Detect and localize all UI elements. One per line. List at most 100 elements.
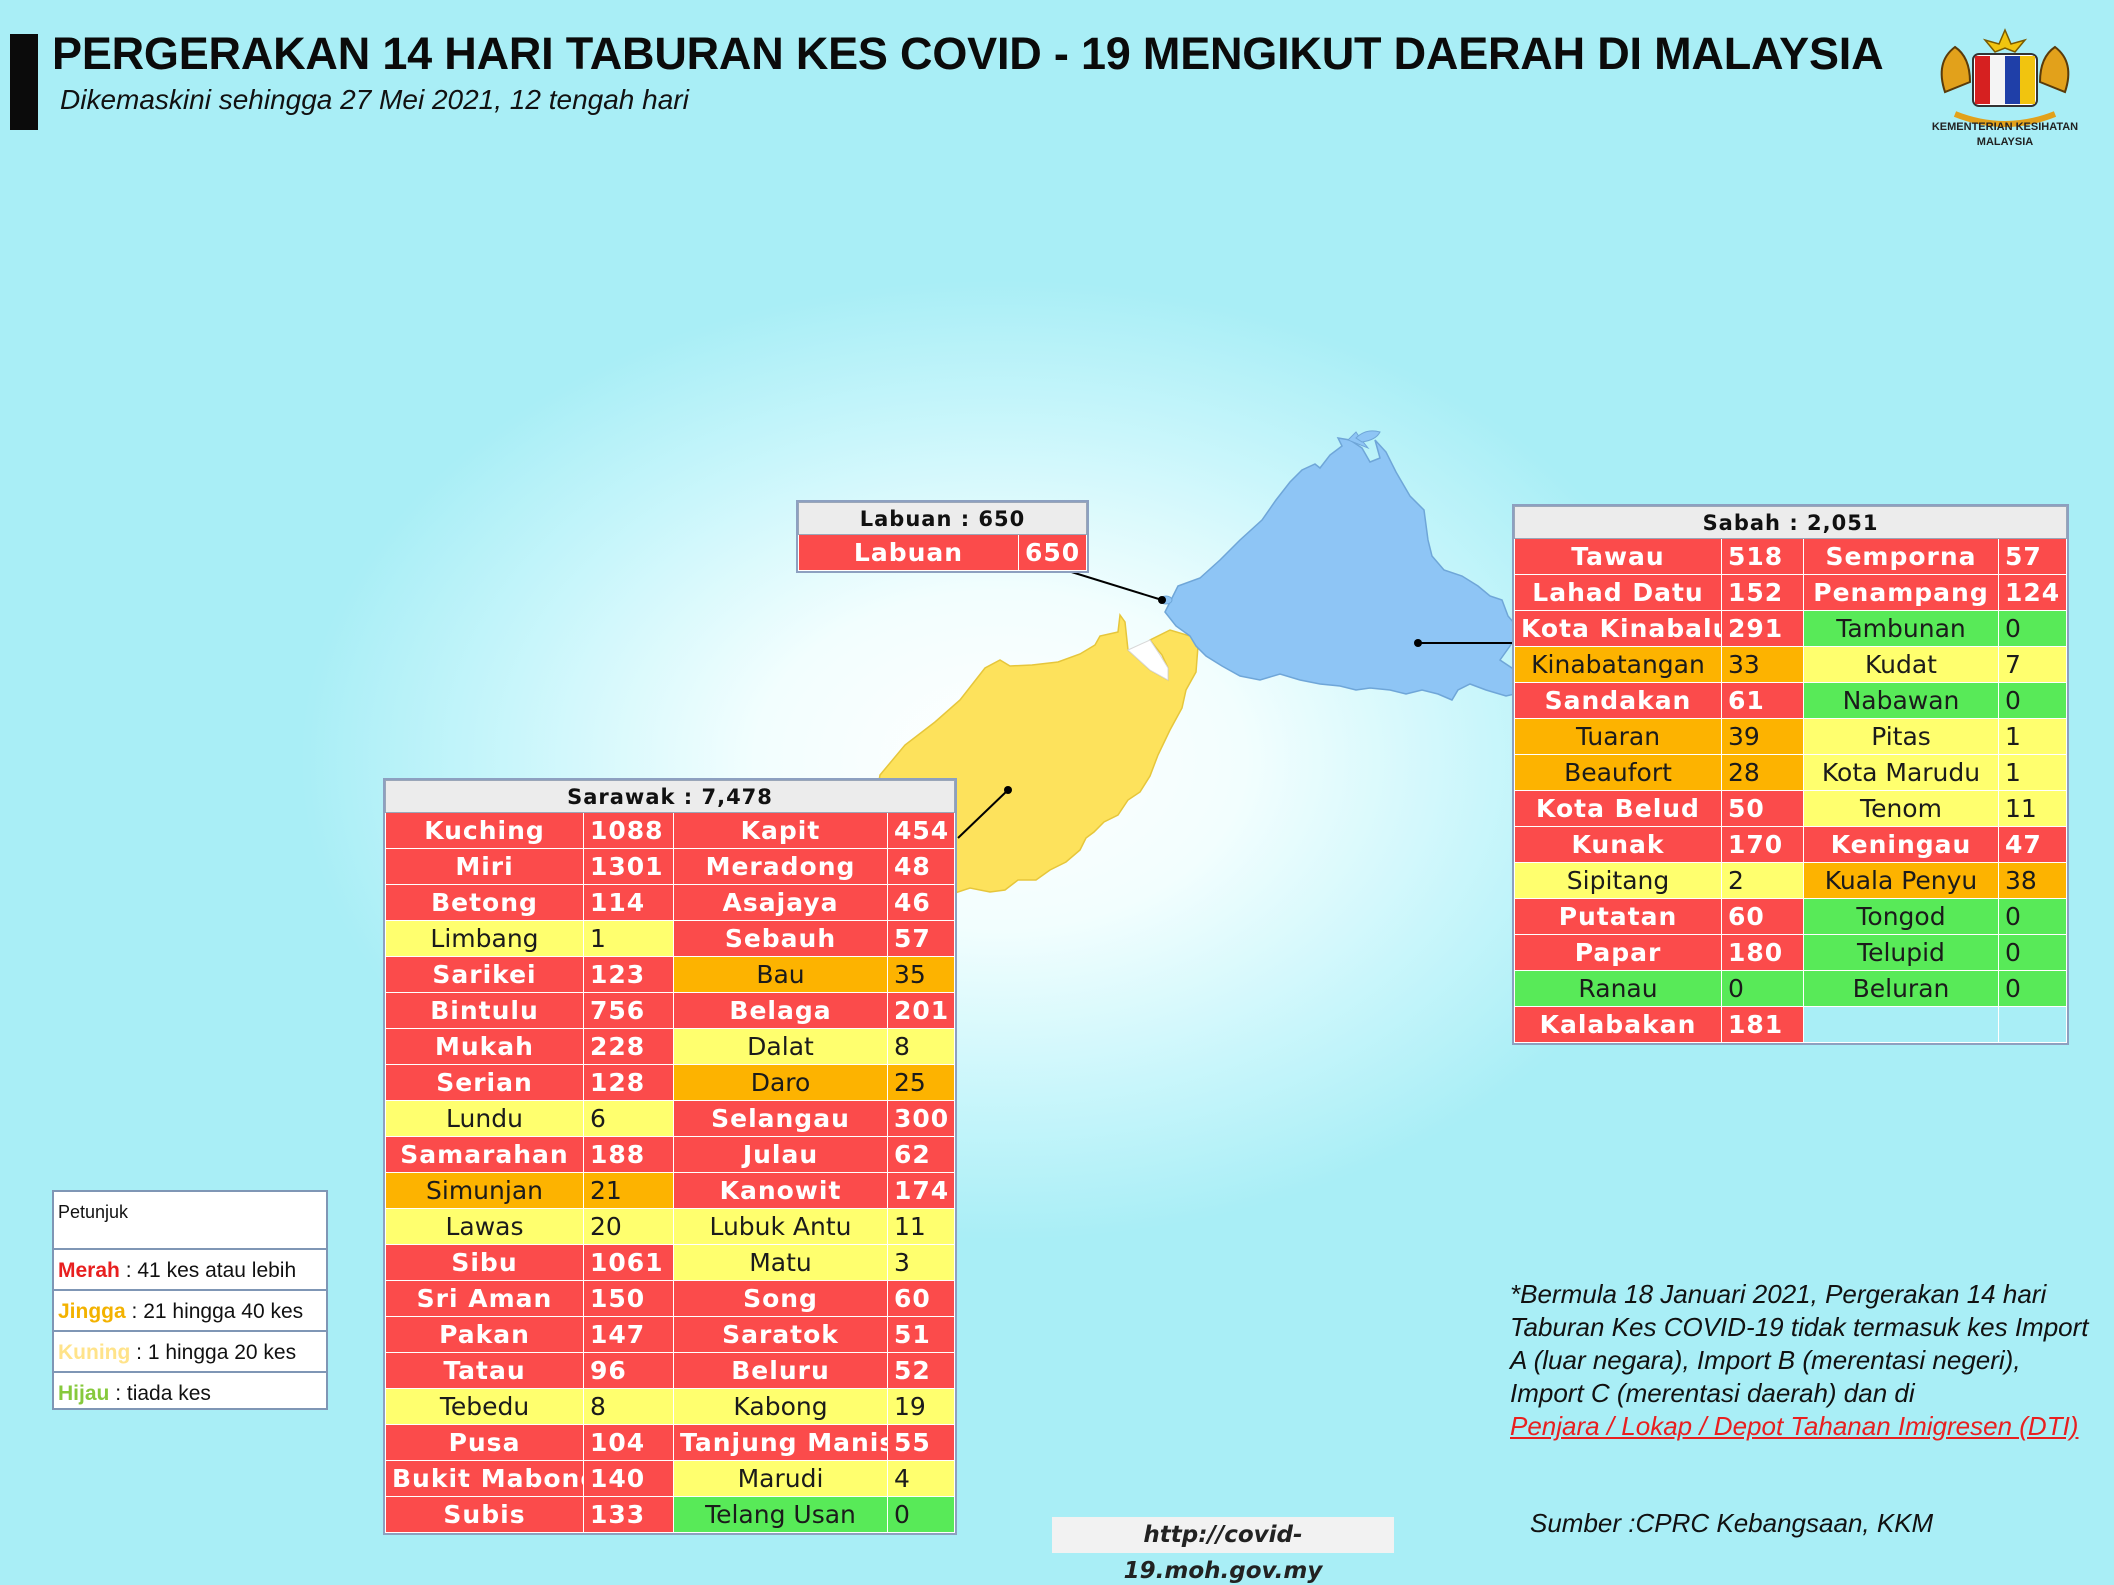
district-name: Tatau	[385, 1352, 584, 1389]
table-row: Serian 128 Daro 25	[385, 1064, 955, 1101]
district-name: Lahad Datu	[1514, 574, 1722, 611]
district-name: Beluran	[1803, 970, 1999, 1007]
banggi-island	[1355, 430, 1381, 443]
legend-text: : 21 hingga 40 kes	[131, 1300, 304, 1323]
district-name: Kuala Penyu	[1803, 862, 1999, 899]
district-name: Kanowit	[673, 1172, 888, 1209]
table-row: Kota Kinabalu 291 Tambunan 0	[1514, 610, 2068, 647]
table-row: Mukah 228 Dalat 8	[385, 1028, 955, 1065]
table-row: Tawau 518 Semporna 57	[1514, 538, 2068, 575]
district-name: Tanjung Manis	[673, 1424, 888, 1461]
district-cases: 181	[1721, 1006, 1804, 1043]
legend-text: : tiada kes	[115, 1382, 211, 1405]
sarawak-pointer-line	[957, 789, 1009, 839]
district-cases: 201	[887, 992, 955, 1029]
district-cases: 128	[583, 1064, 674, 1101]
website-url[interactable]: http://covid-19.moh.gov.my	[1052, 1517, 1394, 1584]
district-cases: 3	[887, 1244, 955, 1281]
labuan-table: Labuan : 650 Labuan 650	[795, 500, 1090, 573]
district-name: Kuching	[385, 812, 584, 849]
district-cases: 20	[583, 1208, 674, 1245]
footnote-text: *Bermula 18 Januari 2021, Pergerakan 14 …	[1510, 1279, 2089, 1408]
district-cases: 51	[887, 1316, 955, 1353]
table-row: Kunak 170 Keningau 47	[1514, 826, 2068, 863]
district-name: Sipitang	[1514, 862, 1722, 899]
district-name: Serian	[385, 1064, 584, 1101]
ministry-logo-text: KEMENTERIAN KESIHATAN MALAYSIA	[1900, 120, 2110, 150]
sarawak-pointer-dot	[1004, 786, 1012, 794]
ministry-crest-icon	[1940, 28, 2070, 127]
district-cases: 756	[583, 992, 674, 1029]
table-row: Sarikei 123 Bau 35	[385, 956, 955, 993]
table-row: Tuaran 39 Pitas 1	[1514, 718, 2068, 755]
table-row: Lundu 6 Selangau 300	[385, 1100, 955, 1137]
district-name: Sarikei	[385, 956, 584, 993]
district-cases: 1088	[583, 812, 674, 849]
district-name: Kota Belud	[1514, 790, 1722, 827]
district-name: Kudat	[1803, 646, 1999, 683]
table-row: Bintulu 756 Belaga 201	[385, 992, 955, 1029]
table-row: Beaufort 28 Kota Marudu 1	[1514, 754, 2068, 791]
sabah-region	[1164, 437, 1542, 701]
district-cases	[1997, 1006, 2068, 1043]
footnote-link[interactable]: Penjara / Lokap / Depot Tahanan Imigrese…	[1510, 1411, 2079, 1441]
district-name: Pusa	[385, 1424, 584, 1461]
district-name: Mukah	[385, 1028, 584, 1065]
brunei-gap	[1127, 639, 1169, 681]
district-name: Kalabakan	[1514, 1006, 1722, 1043]
table-row: Kota Belud 50 Tenom 11	[1514, 790, 2068, 827]
district-name: Subis	[385, 1496, 584, 1533]
district-cases: 180	[1721, 934, 1804, 971]
district-name: Sandakan	[1514, 682, 1722, 719]
district-name: Beaufort	[1514, 754, 1722, 791]
district-name: Bintulu	[385, 992, 584, 1029]
table-row: Pusa 104 Tanjung Manis 55	[385, 1424, 955, 1461]
district-cases: 62	[887, 1136, 955, 1173]
district-name: Lawas	[385, 1208, 584, 1245]
district-cases: 650	[1017, 534, 1088, 571]
district-name: Miri	[385, 848, 584, 885]
district-name: Sibu	[385, 1244, 584, 1281]
legend-key: Jingga	[58, 1300, 126, 1323]
district-cases: 188	[583, 1136, 674, 1173]
district-name: Sebauh	[673, 920, 888, 957]
district-name: Kota Marudu	[1803, 754, 1999, 791]
district-name: Betong	[385, 884, 584, 921]
district-cases: 35	[887, 956, 955, 993]
logo-line-2: MALAYSIA	[1976, 136, 2034, 148]
district-cases: 38	[1997, 862, 2068, 899]
table-row: Sandakan 61 Nabawan 0	[1514, 682, 2068, 719]
district-name: Julau	[673, 1136, 888, 1173]
district-name: Asajaya	[673, 884, 888, 921]
district-cases: 8	[887, 1028, 955, 1065]
district-name: Telang Usan	[673, 1496, 888, 1533]
district-name: Nabawan	[1803, 682, 1999, 719]
footnote: *Bermula 18 Januari 2021, Pergerakan 14 …	[1510, 1278, 2100, 1443]
district-name: Ranau	[1514, 970, 1722, 1007]
district-cases: 170	[1721, 826, 1804, 863]
district-cases: 133	[583, 1496, 674, 1533]
district-cases: 11	[1997, 790, 2068, 827]
district-name: Daro	[673, 1064, 888, 1101]
district-cases: 174	[887, 1172, 955, 1209]
sabah-table: Sabah : 2,051 Tawau 518 Semporna 57 Lahad Da…	[1511, 504, 2070, 1045]
district-name: Putatan	[1514, 898, 1722, 935]
district-name: Tuaran	[1514, 718, 1722, 755]
district-name: Tawau	[1514, 538, 1722, 575]
district-cases: 19	[887, 1388, 955, 1425]
district-cases: 96	[583, 1352, 674, 1389]
table-row: Pakan 147 Saratok 51	[385, 1316, 955, 1353]
table-row: Tatau 96 Beluru 52	[385, 1352, 955, 1389]
district-cases: 60	[1721, 898, 1804, 935]
district-name: Semporna	[1803, 538, 1999, 575]
table-row: Limbang 1 Sebauh 57	[385, 920, 955, 957]
sabah-header: Sabah : 2,051	[1513, 506, 2068, 539]
district-cases: 7	[1997, 646, 2068, 683]
legend-item-jingga: Jingga : 21 hingga 40 kes	[54, 1291, 326, 1332]
district-cases: 2	[1721, 862, 1804, 899]
labuan-header: Labuan : 650	[797, 502, 1088, 535]
district-cases: 57	[887, 920, 955, 957]
district-name: Kabong	[673, 1388, 888, 1425]
district-cases: 21	[583, 1172, 674, 1209]
